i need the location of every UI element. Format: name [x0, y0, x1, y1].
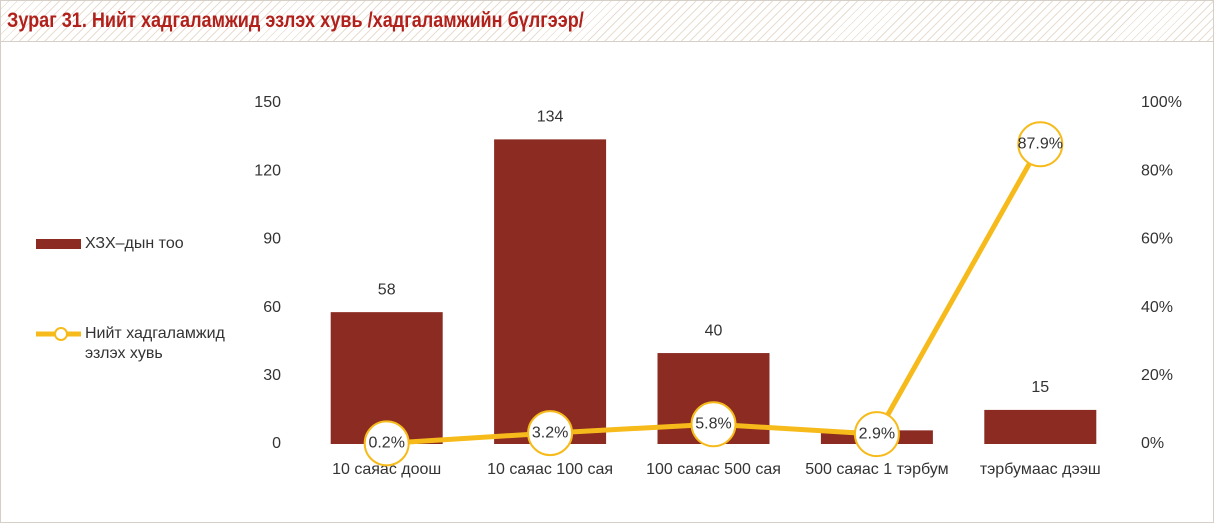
- y-tick-label: 30: [263, 367, 281, 384]
- line-point: [527, 410, 574, 457]
- y2-tick-label: 100%: [1141, 94, 1182, 111]
- x-tick-label: 10 саяас 100 сая: [487, 461, 613, 478]
- data-label: 87.9%: [1018, 135, 1063, 152]
- data-label: 40: [705, 322, 723, 339]
- y2-tick-label: 0%: [1141, 435, 1164, 452]
- y2-tick-label: 60%: [1141, 231, 1173, 248]
- line-point: [690, 401, 737, 448]
- data-label: 134: [537, 109, 564, 126]
- data-label: 0.2%: [368, 435, 404, 452]
- y-tick-label: 0: [272, 435, 281, 452]
- x-tick-label: 100 саяас 500 сая: [646, 461, 781, 478]
- x-tick-label: 10 саяас доош: [332, 461, 441, 478]
- x-tick-label: тэрбумаас дээш: [980, 461, 1101, 478]
- chart-title: Зураг 31. Нийт хадгаламжид эзлэх хувь /х…: [7, 9, 584, 32]
- data-label: 3.2%: [532, 424, 568, 441]
- data-label: 15: [1031, 379, 1049, 396]
- bar: [494, 139, 607, 444]
- line-point: [363, 420, 410, 467]
- x-tick-label: 500 саяас 1 тэрбум: [805, 461, 948, 478]
- y2-tick-label: 20%: [1141, 367, 1173, 384]
- line-point: [1017, 121, 1064, 168]
- data-label: 5.8%: [695, 415, 731, 432]
- data-label: 2.9%: [859, 425, 895, 442]
- legend-label: Нийт хадгаламжид эзлэх хувь: [85, 325, 225, 362]
- legend-label: ХЗХ–дын тоо: [85, 235, 184, 252]
- legend-swatch: [54, 327, 68, 341]
- y-tick-label: 120: [254, 162, 281, 179]
- y-tick-label: 90: [263, 231, 281, 248]
- line-point: [853, 411, 900, 458]
- y2-tick-label: 80%: [1141, 162, 1173, 179]
- data-label: 58: [378, 281, 396, 298]
- y2-tick-label: 40%: [1141, 299, 1173, 316]
- y-tick-label: 60: [263, 299, 281, 316]
- header: Зураг 31. Нийт хадгаламжид эзлэх хувь /х…: [1, 1, 1213, 42]
- bar: [984, 409, 1097, 444]
- legend-swatch: [36, 239, 81, 249]
- y-tick-label: 150: [254, 94, 281, 111]
